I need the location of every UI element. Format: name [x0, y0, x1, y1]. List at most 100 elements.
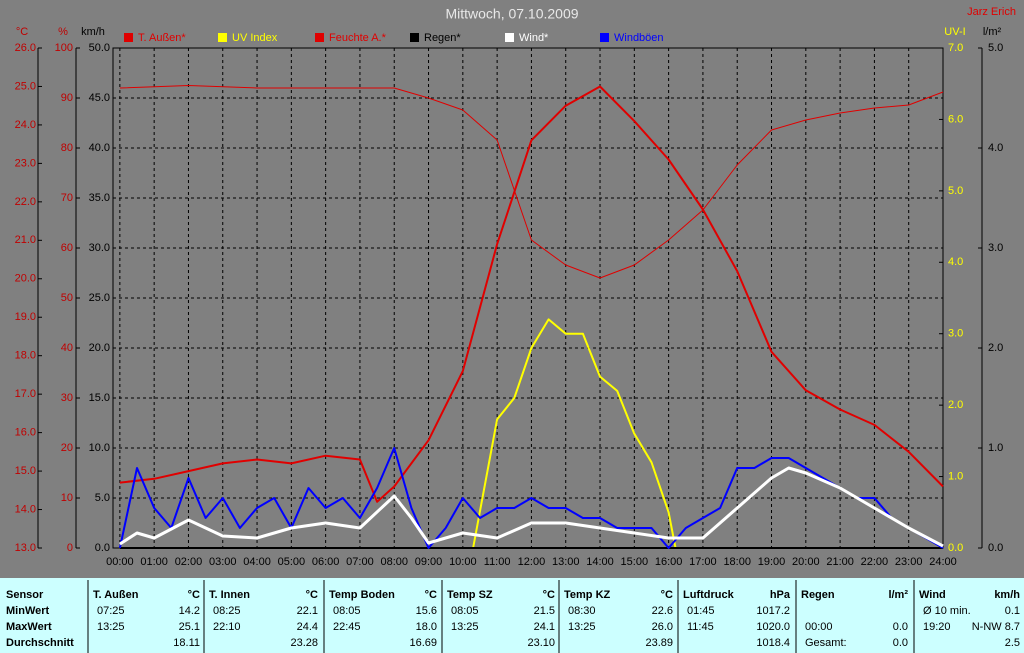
cell-value: 2.5: [1005, 637, 1020, 649]
cell-value: 0.0: [893, 637, 908, 649]
x-tick-label: 22:00: [861, 556, 889, 568]
legend-swatch: [600, 33, 609, 42]
x-tick-label: 06:00: [312, 556, 340, 568]
x-tick-label: 18:00: [723, 556, 751, 568]
x-tick-label: 09:00: [415, 556, 443, 568]
y-tick-label: 45.0: [89, 92, 110, 104]
cell-value: 1017.2: [756, 605, 790, 617]
cell-time: Gesamt:: [805, 637, 847, 649]
row-label: Durchschnitt: [6, 637, 74, 649]
x-tick-label: 12:00: [518, 556, 546, 568]
x-tick-label: 15:00: [621, 556, 649, 568]
x-tick-label: 21:00: [826, 556, 854, 568]
y-tick-label: 16.0: [15, 427, 36, 439]
y-tick-label: 7.0: [948, 42, 963, 54]
y-tick-label: 23.0: [15, 157, 36, 169]
cell-time: 11:45: [687, 621, 714, 633]
cell-value: 0.1: [1005, 605, 1020, 617]
legend-label: T. Außen*: [138, 32, 186, 44]
y-tick-label: 70: [61, 192, 73, 204]
cell-value: 16.69: [409, 637, 437, 649]
y-tick-label: 30.0: [89, 242, 110, 254]
y-tick-label: 5.0: [95, 492, 110, 504]
legend-label: Feuchte A.*: [329, 32, 387, 44]
group-title: T. Außen: [93, 589, 139, 601]
y2-axis-unit: %: [58, 26, 68, 38]
x-tick-label: 07:00: [346, 556, 374, 568]
group-title: Temp SZ: [447, 589, 493, 601]
y-tick-label: 30: [61, 392, 73, 404]
y-tick-label: 19.0: [15, 311, 36, 323]
legend-swatch: [315, 33, 324, 42]
y-tick-label: 80: [61, 142, 73, 154]
row-label: MaxWert: [6, 621, 52, 633]
y-tick-label: 24.0: [15, 119, 36, 131]
cell-value: 1020.0: [756, 621, 790, 633]
y-tick-label: 2.0: [948, 399, 963, 411]
x-tick-label: 00:00: [106, 556, 134, 568]
y-tick-label: 13.0: [15, 542, 36, 554]
x-tick-label: 20:00: [792, 556, 820, 568]
y-tick-label: 1.0: [948, 470, 963, 482]
y-tick-label: 2.0: [988, 342, 1003, 354]
cell-value: 22.6: [652, 605, 673, 617]
cell-value: N-NW 8.7: [972, 621, 1020, 633]
stats-table-bg: [0, 578, 1024, 653]
cell-value: 18.0: [416, 621, 437, 633]
cell-time: 19:20: [923, 621, 951, 633]
legend-label: Wind*: [519, 32, 549, 44]
x-tick-label: 01:00: [140, 556, 168, 568]
y3-axis-unit: km/h: [81, 26, 105, 38]
x-tick-label: 04:00: [243, 556, 271, 568]
y-tick-label: 0.0: [988, 542, 1003, 554]
x-tick-label: 10:00: [449, 556, 477, 568]
series-line: [119, 466, 944, 548]
group-title: Regen: [801, 589, 835, 601]
cell-time: 22:10: [213, 621, 241, 633]
group-unit: °C: [543, 589, 555, 601]
y-tick-label: 3.0: [988, 242, 1003, 254]
y-tick-label: 40.0: [89, 142, 110, 154]
x-tick-label: 03:00: [209, 556, 237, 568]
y-tick-label: 20.0: [15, 273, 36, 285]
y-tick-label: 0.0: [948, 542, 963, 554]
cell-time: 13:25: [568, 621, 596, 633]
x-tick-label: 16:00: [655, 556, 683, 568]
y-tick-label: 6.0: [948, 113, 963, 125]
y-tick-label: 25.0: [15, 80, 36, 92]
y-tick-label: 10.0: [89, 442, 110, 454]
group-title: Wind: [919, 589, 946, 601]
y-tick-label: 22.0: [15, 196, 36, 208]
series-line: [119, 85, 944, 279]
cell-value: 21.5: [534, 605, 555, 617]
series-line: [119, 318, 943, 549]
series-line: [118, 447, 944, 549]
cell-time: 13:25: [451, 621, 479, 633]
cell-value: 14.2: [179, 605, 200, 617]
y-tick-label: 20: [61, 442, 73, 454]
y-tick-label: 4.0: [948, 256, 963, 268]
legend-label: Windböen: [614, 32, 664, 44]
x-tick-label: 23:00: [895, 556, 923, 568]
legend-swatch: [505, 33, 514, 42]
cell-time: 01:45: [687, 605, 715, 617]
cell-value: 18.11: [173, 637, 200, 649]
y-tick-label: 14.0: [15, 503, 36, 515]
cell-value: 24.1: [534, 621, 555, 633]
y-tick-label: 26.0: [15, 42, 36, 54]
y-tick-label: 1.0: [988, 442, 1003, 454]
author: Jarz Erich: [967, 6, 1016, 18]
cell-time: Ø 10 min.: [923, 605, 971, 617]
y-tick-label: 20.0: [89, 342, 110, 354]
group-unit: km/h: [994, 589, 1020, 601]
y-tick-label: 0.0: [95, 542, 110, 554]
legend-swatch: [124, 33, 133, 42]
y-tick-label: 18.0: [15, 350, 36, 362]
y-tick-label: 60: [61, 242, 73, 254]
cell-value: 1018.4: [756, 637, 790, 649]
group-unit: °C: [188, 589, 200, 601]
y-tick-label: 4.0: [988, 142, 1003, 154]
y-tick-label: 17.0: [15, 388, 36, 400]
y-tick-label: 90: [61, 92, 73, 104]
